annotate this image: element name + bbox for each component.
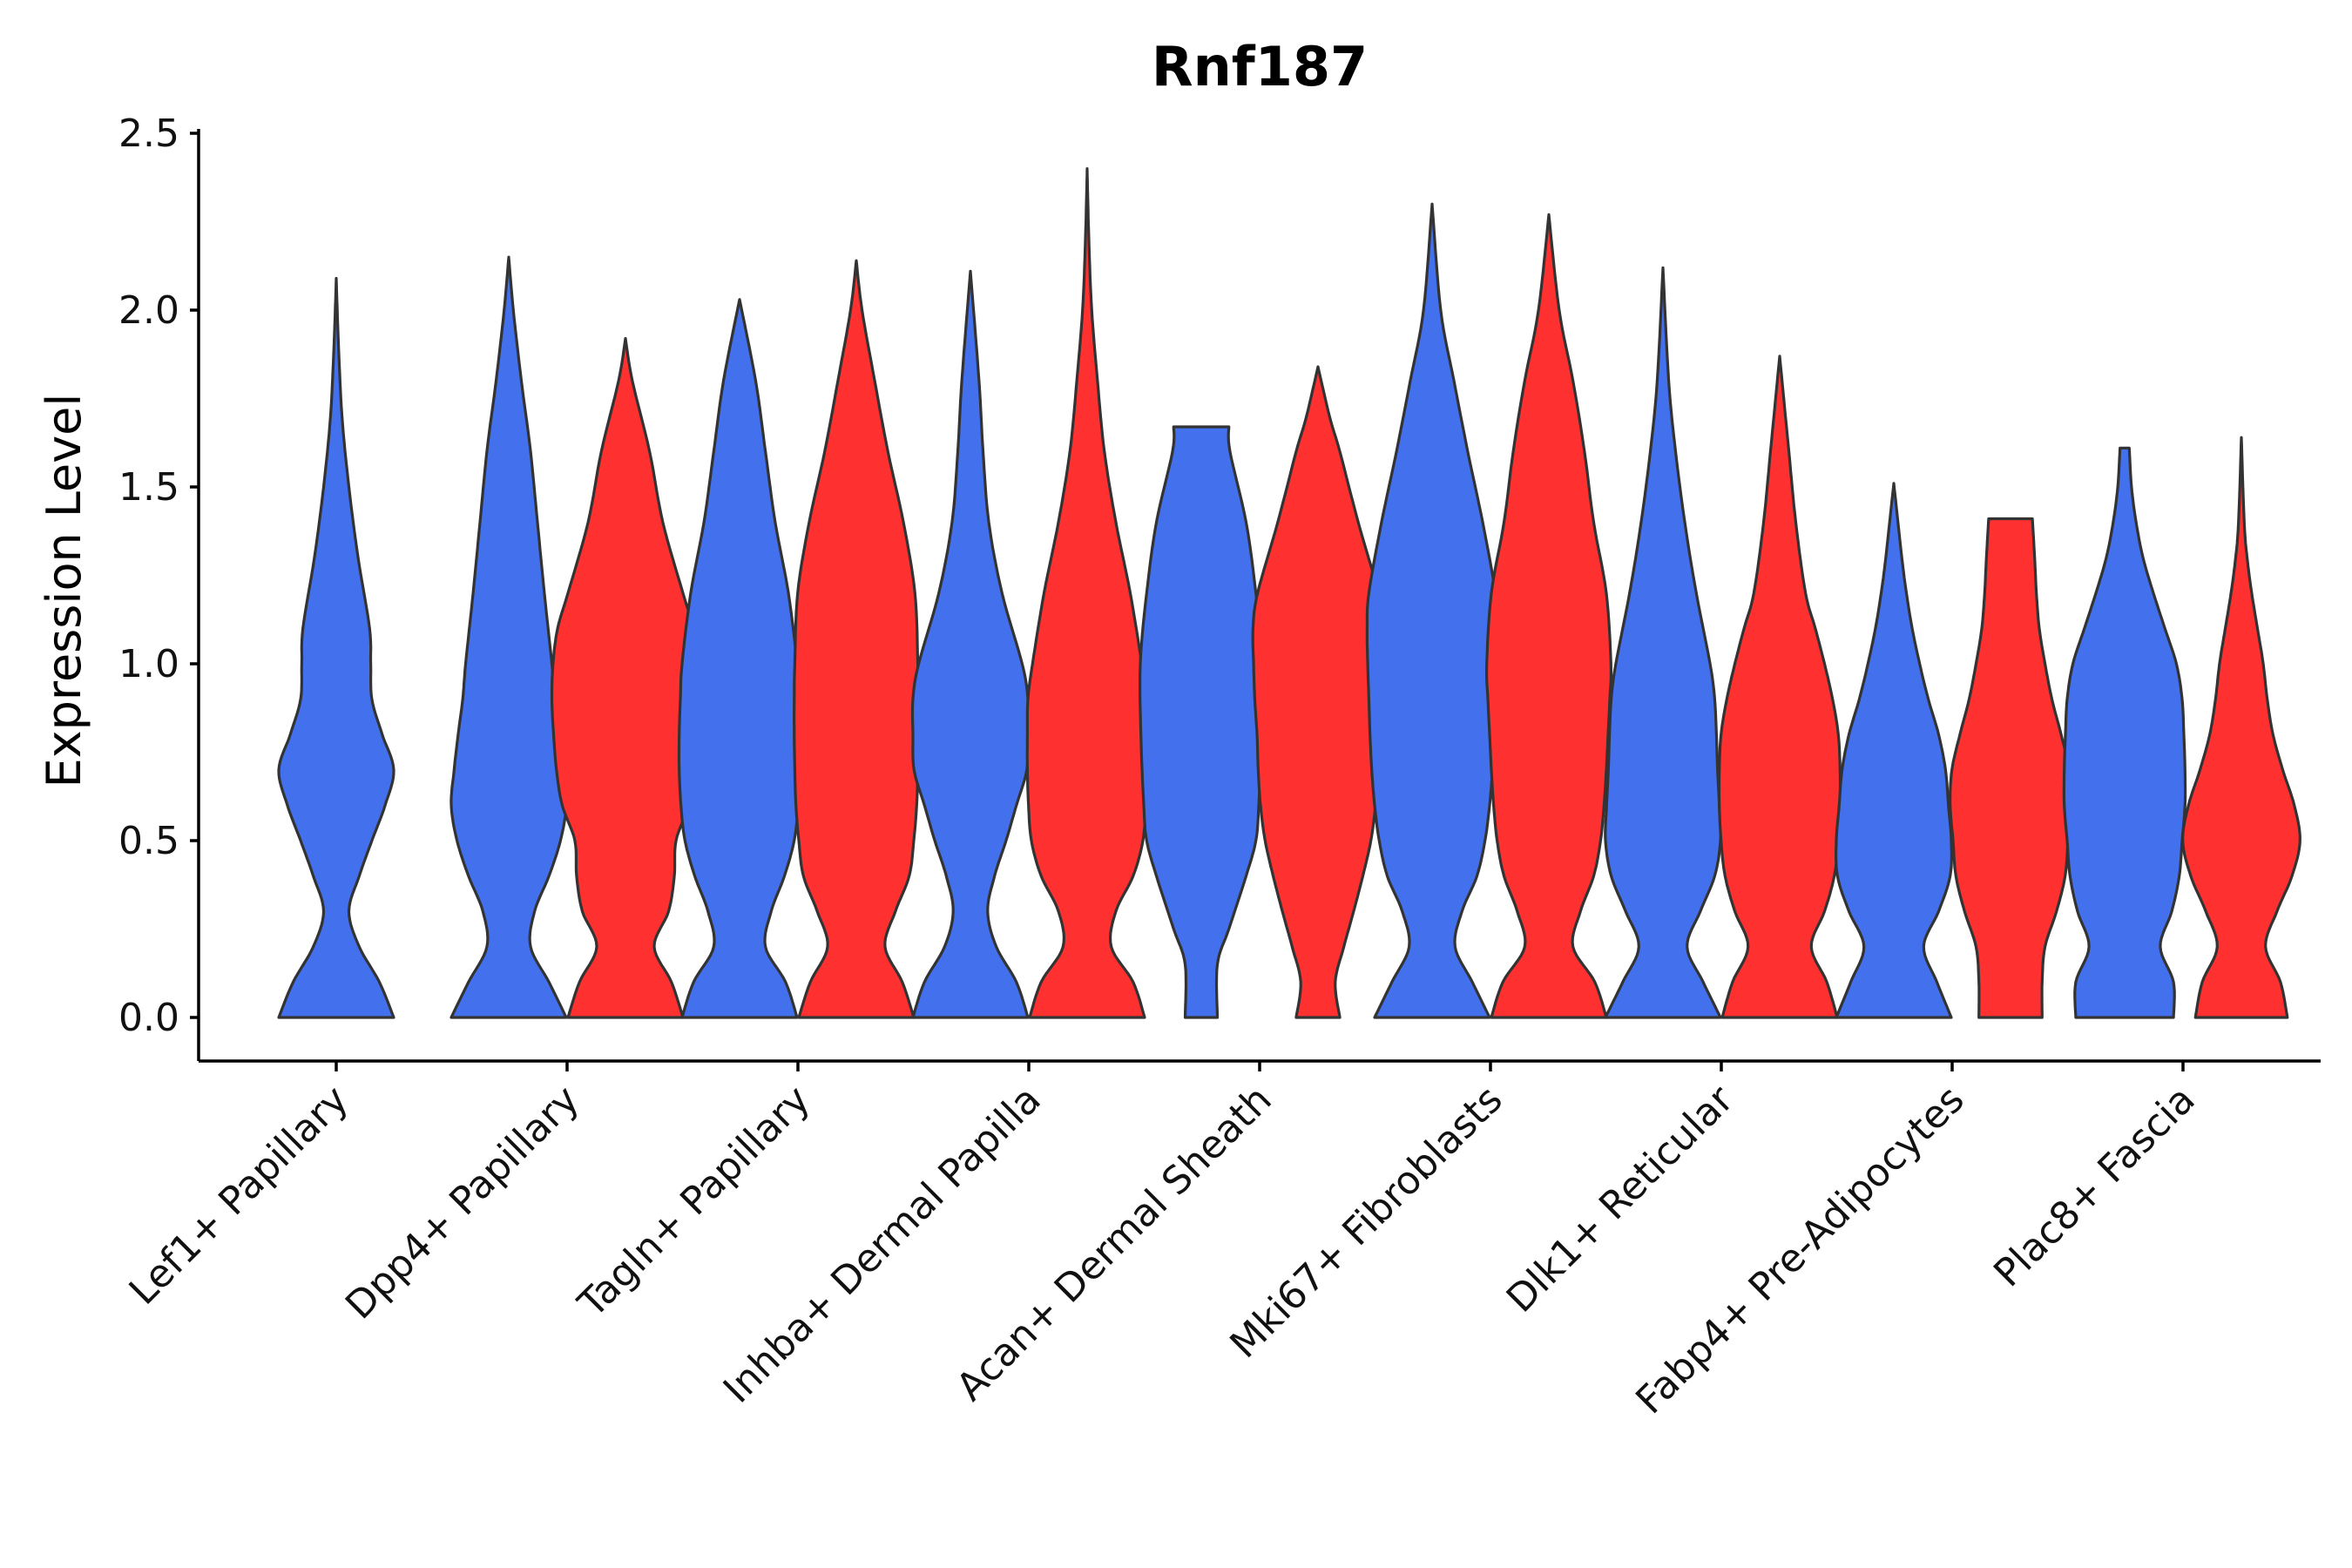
x-tick-label: Plac8+ Fascia [1985,1078,2204,1296]
violin-blue-8 [2062,446,2187,1019]
violin-red-4 [1251,365,1385,1019]
violin-layer [277,167,2301,1019]
violin-blue-4 [1139,425,1264,1019]
y-axis-label: Expression Level [37,394,91,788]
violin-red-7 [1949,517,2072,1019]
x-tick-label: Dpp4+ Papillary [337,1078,588,1328]
violin-blue-7 [1835,482,1953,1019]
violin-blue-1 [449,255,568,1019]
violin-blue-3 [910,269,1031,1019]
violin-blue-5 [1365,202,1499,1019]
chart-title: Rnf187 [1152,35,1368,98]
y-tick-label: 2.0 [118,288,179,333]
y-tick-label: 0.5 [118,819,179,863]
violin-red-5 [1485,213,1612,1019]
x-tick-label: Dlk1+ Reticular [1498,1077,1743,1321]
violin-red-2 [793,259,920,1019]
violin-blue-2 [677,298,802,1019]
x-tick-label: Lef1+ Papillary [121,1078,357,1314]
violin-blue-0 [277,276,395,1019]
violin-blue-6 [1604,266,1722,1019]
y-ticks: 0.0 0.5 1.0 1.5 2.0 2.5 [118,112,199,1040]
y-tick-label: 1.0 [118,642,179,686]
violin-red-8 [2181,436,2301,1019]
y-tick-label: 1.5 [118,465,179,510]
x-tick-label: Tagln+ Papillary [570,1078,819,1327]
y-tick-label: 2.5 [118,112,179,156]
violin-red-1 [550,336,701,1019]
y-tick-label: 0.0 [118,996,179,1040]
violin-red-6 [1717,355,1842,1019]
violin-red-3 [1025,167,1149,1019]
